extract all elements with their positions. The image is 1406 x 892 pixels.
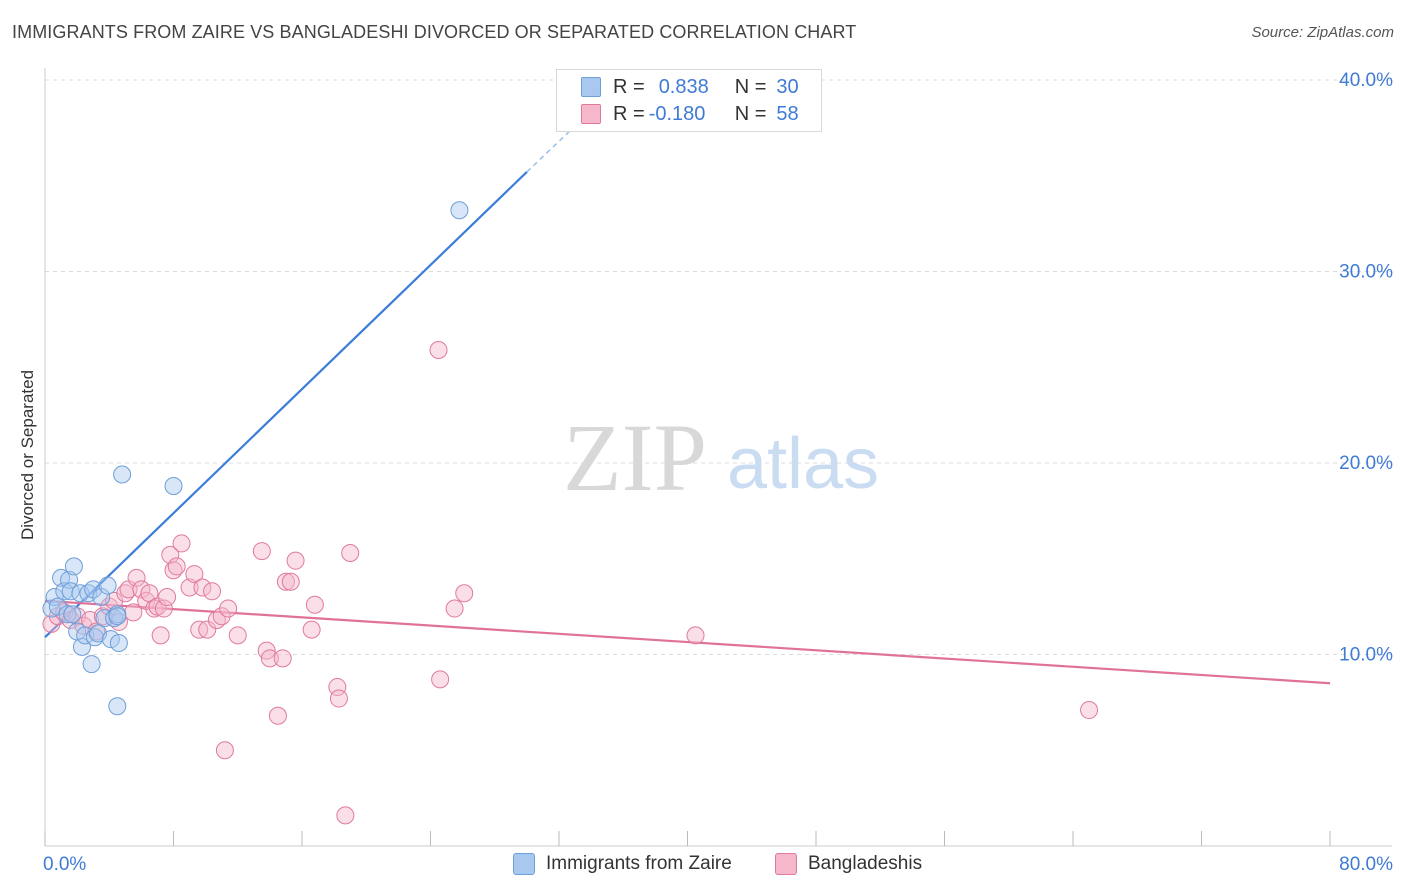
zaire-point bbox=[98, 576, 117, 595]
bangladeshi-point bbox=[42, 614, 61, 633]
zaire-point bbox=[109, 634, 128, 653]
bottom-legend-bangladeshi: Bangladeshis bbox=[775, 851, 922, 877]
legend-n-label: N = bbox=[734, 102, 767, 125]
zaire-trend-line bbox=[44, 171, 528, 639]
bangladeshi-point bbox=[305, 595, 324, 614]
zaire-point bbox=[60, 570, 79, 589]
bangladeshi-point bbox=[158, 588, 177, 607]
legend-swatch-zaire bbox=[581, 77, 601, 97]
y-tick-label: 10.0% bbox=[1339, 645, 1393, 666]
bangladeshi-point bbox=[167, 557, 186, 576]
bangladeshi-point bbox=[281, 572, 300, 591]
trend-lines bbox=[44, 125, 1331, 685]
watermark-atlas: atlas bbox=[727, 424, 879, 504]
bangladeshi-trend-line bbox=[44, 599, 1331, 685]
legend-n-value-zaire: 30 bbox=[776, 75, 799, 98]
zaire-point bbox=[113, 465, 132, 484]
y-tick-label: 20.0% bbox=[1339, 453, 1393, 474]
bangladeshi-point bbox=[302, 620, 321, 639]
bottom-legend-swatch-zaire bbox=[513, 853, 535, 875]
zaire-point bbox=[108, 697, 127, 716]
zaire-trend-extension bbox=[526, 125, 576, 173]
tick-labels: 10.0% 20.0% 30.0% 40.0% 0.0% 80.0% bbox=[43, 70, 1393, 875]
bottom-legend-swatch-bangladeshi bbox=[775, 853, 797, 875]
zaire-point bbox=[92, 588, 111, 607]
zaire-point bbox=[55, 582, 74, 601]
bangladeshi-point bbox=[215, 741, 234, 760]
legend-row-zaire: R = 0.838 N = 30 bbox=[581, 75, 799, 99]
bangladeshi-point bbox=[252, 542, 271, 561]
zaire-point bbox=[164, 476, 183, 495]
bangladeshi-point bbox=[686, 626, 705, 645]
bangladeshi-point bbox=[228, 626, 247, 645]
bangladeshi-point bbox=[151, 626, 170, 645]
bangladeshi-point bbox=[180, 578, 199, 597]
bangladeshi-point bbox=[198, 620, 217, 639]
zaire-point bbox=[58, 605, 77, 624]
correlation-legend: R = 0.838 N = 30 R = -0.180 N = 58 bbox=[556, 69, 822, 132]
bangladeshi-point bbox=[341, 544, 360, 563]
zaire-point bbox=[64, 557, 83, 576]
zaire-point bbox=[45, 588, 64, 607]
bangladeshi-point bbox=[161, 545, 180, 564]
source-label: Source: ZipAtlas.com bbox=[1251, 24, 1394, 41]
bangladeshi-point bbox=[193, 578, 212, 597]
legend-swatch-bangladeshi bbox=[581, 104, 601, 124]
zaire-point bbox=[82, 655, 101, 674]
legend-r-label: R = bbox=[613, 102, 645, 125]
legend-n-value-bangladeshi: 58 bbox=[776, 102, 799, 125]
bottom-legend-label-zaire: Immigrants from Zaire bbox=[546, 853, 732, 874]
x-tick-label-max: 80.0% bbox=[1339, 854, 1393, 875]
bangladeshi-point bbox=[203, 582, 222, 601]
watermark-zip: ZIP bbox=[563, 404, 707, 511]
bangladeshi-point bbox=[276, 572, 295, 591]
bangladeshi-point bbox=[219, 599, 238, 618]
legend-n-label: N = bbox=[734, 75, 767, 98]
zaire-point bbox=[63, 605, 82, 624]
bangladeshi-point bbox=[148, 597, 167, 616]
bangladeshi-point bbox=[429, 341, 448, 360]
bottom-legend-label-bangladeshi: Bangladeshis bbox=[808, 853, 923, 874]
bangladeshi-point bbox=[328, 678, 347, 697]
bangladeshi-point bbox=[268, 706, 287, 725]
zaire-point bbox=[42, 599, 61, 618]
bangladeshi-point bbox=[172, 534, 191, 553]
legend-r-value-zaire: 0.838 bbox=[658, 75, 709, 98]
data-points bbox=[42, 201, 1099, 825]
bangladeshi-point bbox=[329, 689, 348, 708]
x-tick-label-min: 0.0% bbox=[43, 854, 86, 875]
y-tick-label: 30.0% bbox=[1339, 262, 1393, 283]
bangladeshi-point bbox=[127, 568, 146, 587]
bangladeshi-point bbox=[212, 607, 231, 626]
bangladeshi-point bbox=[431, 670, 450, 689]
bangladeshi-point bbox=[154, 599, 173, 618]
axes bbox=[44, 68, 1392, 847]
legend-r-value-bangladeshi: -0.180 bbox=[648, 102, 706, 125]
y-tick-label: 40.0% bbox=[1339, 70, 1393, 91]
bangladeshi-point bbox=[145, 599, 164, 618]
bangladeshi-point bbox=[1080, 701, 1099, 720]
grid-lines bbox=[45, 79, 1392, 655]
zaire-point bbox=[450, 201, 469, 220]
zaire-point bbox=[72, 637, 91, 656]
bangladeshi-point bbox=[273, 649, 292, 668]
bangladeshi-point bbox=[445, 599, 464, 618]
bangladeshi-point bbox=[286, 551, 305, 570]
bangladeshi-point bbox=[260, 649, 279, 668]
bangladeshi-point bbox=[185, 565, 204, 584]
zaire-point bbox=[108, 607, 127, 626]
legend-row-bangladeshi: R = -0.180 N = 58 bbox=[581, 102, 799, 126]
legend-r-label: R = bbox=[613, 75, 645, 98]
bottom-legend-zaire: Immigrants from Zaire bbox=[513, 851, 732, 877]
zaire-point bbox=[48, 597, 67, 616]
bangladeshi-point bbox=[455, 584, 474, 603]
chart-title: IMMIGRANTS FROM ZAIRE VS BANGLADESHI DIV… bbox=[12, 22, 857, 42]
bangladeshi-point bbox=[336, 806, 355, 825]
